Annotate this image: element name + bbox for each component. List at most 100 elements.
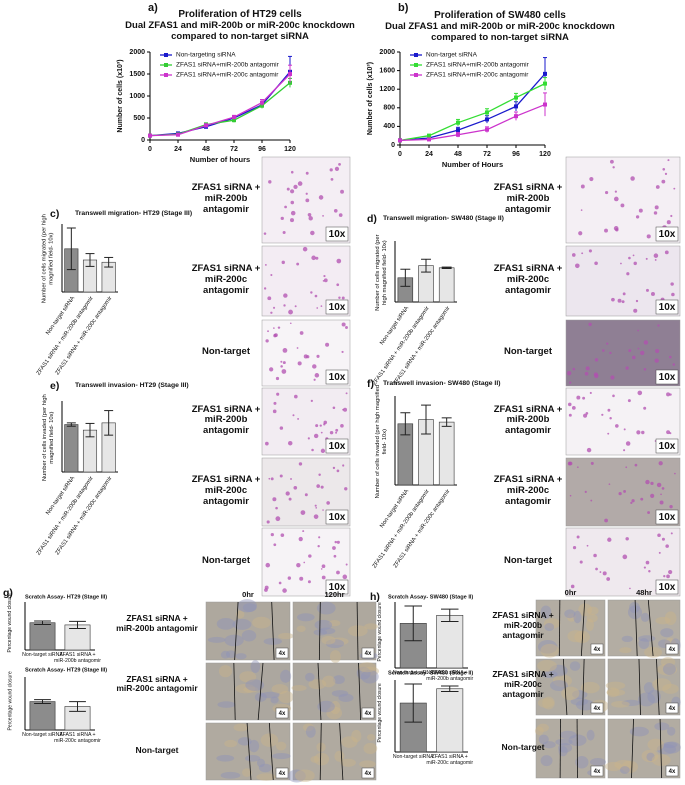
data-point (485, 127, 489, 132)
stained-cell (566, 370, 572, 376)
stained-cell (625, 366, 629, 370)
cell-texture (305, 672, 315, 682)
series-line (399, 73, 546, 141)
cell-texture (559, 730, 577, 739)
stained-cell (340, 189, 344, 194)
stained-cell (315, 507, 318, 509)
stained-cell (615, 228, 619, 232)
magnification-box (655, 509, 679, 525)
cell-texture (329, 650, 341, 663)
cell-texture (338, 693, 354, 702)
magnification-label: 10x (329, 582, 346, 593)
cell-texture (661, 741, 678, 749)
data-point (232, 115, 236, 120)
row-label: Non-target (201, 555, 251, 566)
stained-cell (264, 263, 267, 266)
row-label: Non-target (501, 741, 545, 752)
magnification-box (665, 702, 679, 714)
legend-marker (414, 73, 418, 77)
stained-cell (613, 196, 619, 202)
x-tick-label: 96 (258, 146, 266, 153)
stained-cell (610, 375, 615, 380)
stained-cell (316, 484, 320, 488)
wound-edge (356, 601, 359, 661)
stained-cell (313, 514, 319, 519)
cell-texture (356, 666, 371, 680)
stained-cell (588, 322, 592, 327)
stained-cell (282, 230, 286, 235)
stained-cell (662, 167, 666, 171)
stained-cell (333, 208, 338, 213)
chart-title: Scratch Assay- HT29 (Stage III) (25, 667, 107, 673)
row-label: ZFAS1 siRNA + miR-200b antagomir (493, 182, 563, 215)
series-line (149, 71, 291, 137)
bar (29, 701, 56, 731)
cell-texture (325, 639, 345, 649)
magnification-label: 10x (329, 512, 346, 523)
cell-texture (270, 696, 279, 704)
wound-edge (246, 722, 252, 781)
cell-texture (332, 675, 345, 685)
stained-cell (650, 481, 654, 486)
cell-texture (256, 758, 265, 768)
cell-texture (363, 742, 378, 755)
stained-cell (650, 493, 655, 498)
cell-texture (256, 773, 277, 781)
wound-edge (580, 599, 586, 657)
row-label: ZFAS1 siRNA + miR-200b antagomir (492, 610, 554, 640)
cell-texture (216, 618, 236, 630)
stained-cell (292, 414, 295, 417)
stained-cell (305, 198, 310, 203)
stained-cell (606, 342, 609, 345)
data-point (485, 110, 489, 115)
cell-texture (561, 686, 580, 701)
stained-cell (325, 342, 330, 347)
cell-texture (629, 601, 640, 613)
cell-texture (558, 746, 568, 757)
x-tick-label: 0 (148, 146, 152, 153)
stained-cell (645, 288, 649, 292)
legend-label: ZFAS1 siRNA+miR-200c antagomir (176, 72, 279, 79)
stained-cell (620, 262, 622, 265)
stained-cell (322, 280, 325, 282)
cell-texture (310, 755, 320, 763)
stained-cell (609, 351, 612, 355)
cell-texture (314, 619, 333, 631)
stained-cell (650, 291, 655, 296)
cell-texture (570, 697, 589, 706)
cell-texture (278, 632, 294, 640)
stained-cell (615, 424, 619, 428)
stained-cell (653, 211, 658, 215)
cell-texture (367, 734, 376, 741)
magnification-label: 4x (594, 647, 601, 653)
cell-texture (627, 605, 643, 620)
cell-texture (660, 628, 674, 638)
cell-texture (605, 761, 623, 772)
stained-cell (306, 355, 310, 359)
stained-cell (311, 255, 316, 261)
stained-cell (637, 390, 643, 396)
data-point (427, 137, 431, 142)
stained-cell (338, 163, 341, 166)
chart-title: Transwell migration- HT29 (Stage III) (75, 210, 192, 217)
stained-cell (604, 518, 608, 523)
cell-texture (239, 671, 257, 683)
stained-cell (280, 360, 283, 363)
data-point (514, 95, 518, 100)
y-axis-label: Number of cells (x10³) (367, 62, 374, 135)
cell-texture (629, 726, 649, 737)
legend-marker (414, 63, 418, 67)
stained-cell (297, 417, 300, 420)
x-tick-label: 96 (512, 151, 520, 158)
row-label: Non-target (503, 346, 553, 357)
cell-texture (235, 653, 247, 660)
cell-texture (606, 687, 620, 698)
stained-cell (288, 497, 292, 501)
chart-title: Scratch Assay- HT29 (Stage III) (25, 594, 107, 600)
cell-texture (275, 741, 287, 751)
chart-subtitle: Dual ZFAS1 and miR-200b or miR-200c knoc… (125, 20, 355, 42)
cell-texture (578, 603, 593, 617)
chart-title: Proliferation of SW480 cells (434, 10, 566, 21)
stained-cell (670, 532, 673, 535)
x-tick-label: 48 (454, 151, 462, 158)
